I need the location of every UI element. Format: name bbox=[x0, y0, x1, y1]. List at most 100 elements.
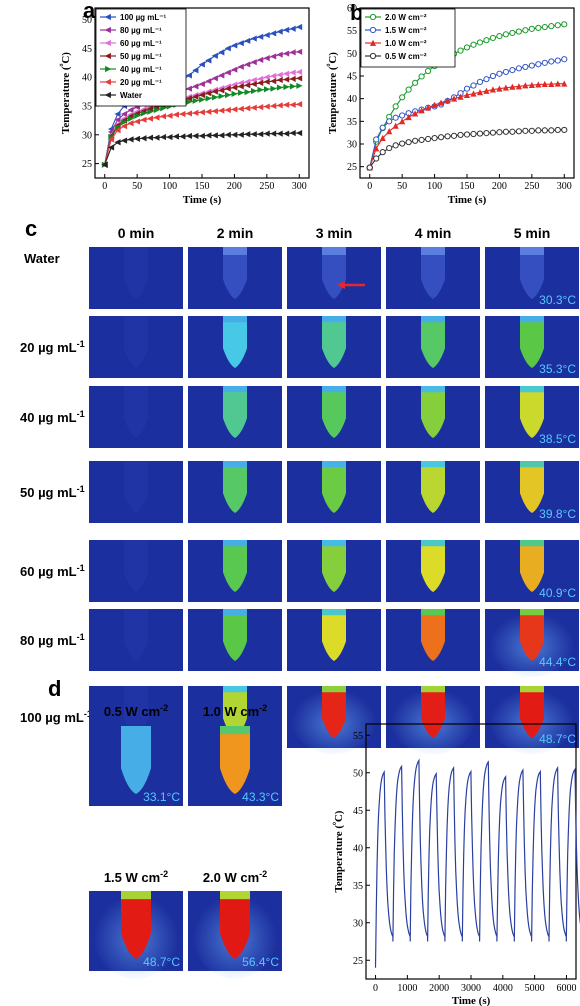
b-ytick-label-5: 50 bbox=[347, 49, 357, 60]
a-xtick-label-1: 50 bbox=[132, 181, 142, 192]
a-series-5-point-28 bbox=[283, 101, 290, 108]
a-series-1-point-26 bbox=[270, 53, 277, 60]
b-legend-marker-1 bbox=[369, 26, 377, 34]
a-series-4-point-16 bbox=[205, 95, 212, 102]
b-series-3-point-3 bbox=[386, 144, 393, 152]
a-series-5-point-20 bbox=[231, 106, 238, 113]
c-tile-r4-c4-temp-label: 40.9°C bbox=[539, 586, 576, 600]
row-label-1: 20 µg mL-1 bbox=[20, 339, 85, 355]
b-ytick-label-1: 30 bbox=[347, 140, 357, 151]
a-series-5-point-26 bbox=[270, 102, 277, 110]
c-tile-r5-c2-tube-top bbox=[322, 609, 346, 616]
a-series-1-point-15 bbox=[198, 80, 205, 88]
c-tile-r1-c4-temp-label: 35.3°C bbox=[539, 362, 576, 376]
a-series-4-point-20 bbox=[231, 90, 238, 97]
e-xtick-label-2: 2000 bbox=[429, 983, 449, 994]
b-series-3-point-11 bbox=[437, 134, 445, 141]
a-ytick-label-2: 35 bbox=[82, 101, 92, 112]
b-series-0-point-14 bbox=[457, 47, 464, 54]
b-series-1-point-25 bbox=[528, 62, 535, 69]
c-tile-r0-c4-tube-top bbox=[520, 247, 544, 255]
c-tile-r5-c1-tube bbox=[223, 609, 247, 661]
b-series-3-point-5 bbox=[399, 140, 406, 147]
b-legend-marker-3 bbox=[369, 52, 377, 60]
d-tile-3-tube-top bbox=[220, 891, 250, 900]
b-series-2-point-10 bbox=[431, 101, 438, 108]
b-xtick-label-3: 150 bbox=[460, 181, 475, 192]
b-ytick-label-3: 40 bbox=[347, 94, 357, 105]
c-tile-r3-c4-tube-top bbox=[520, 461, 544, 468]
a-series-1-point-14 bbox=[192, 83, 199, 90]
b-series-2-point-1 bbox=[373, 145, 380, 152]
a-series-5-point-11 bbox=[172, 111, 179, 118]
c-tile-r2-c4-temp-label: 38.5°C bbox=[539, 432, 576, 446]
a-series-4-point-5 bbox=[134, 112, 141, 119]
a-series-5-point-7 bbox=[146, 115, 154, 122]
a-ytick-label-5: 50 bbox=[82, 15, 92, 26]
b-series-3-point-6 bbox=[405, 139, 412, 146]
a-series-6-point-11 bbox=[172, 133, 179, 140]
c-tile-r4-c1-tube bbox=[223, 540, 247, 592]
a-series-0-point-25 bbox=[263, 31, 270, 39]
b-series-0-point-5 bbox=[399, 94, 406, 101]
chart-b-temperature-vs-power: 0 50 100 150 200 250 300 25 30 35 40 45 50 55 60 Time (… bbox=[326, 4, 575, 206]
a-series-5-point-21 bbox=[237, 105, 244, 112]
a-series-6-point-8 bbox=[153, 134, 160, 141]
a-series-5-point-24 bbox=[257, 104, 264, 111]
a-legend-box bbox=[95, 8, 187, 107]
column-label-3: 4 min bbox=[415, 225, 452, 241]
c-tile-r1-c4-tube bbox=[520, 316, 544, 368]
a-legend-label-5: 20 µg mL⁻¹ bbox=[120, 78, 162, 87]
c-tile-r2-c1-tube-top bbox=[223, 386, 247, 393]
a-series-4-point-27 bbox=[276, 84, 284, 91]
a-series-5-point-3 bbox=[120, 123, 128, 130]
a-series-6-point-26 bbox=[270, 130, 277, 137]
b-series-0-point-26 bbox=[535, 24, 542, 32]
b-series-1-point-19 bbox=[489, 72, 497, 80]
a-series-1-point-16 bbox=[205, 78, 212, 85]
a-xtick-label-3: 150 bbox=[195, 181, 210, 192]
b-xtick-label-0: 0 bbox=[367, 181, 372, 192]
c-tile-r1-c1-tube-top bbox=[223, 316, 247, 323]
b-series-2-point-5 bbox=[399, 118, 406, 125]
a-series-3-point-26 bbox=[270, 78, 277, 85]
a-series-6-point-0 bbox=[101, 161, 108, 168]
e-ytick-label-0: 25 bbox=[353, 956, 363, 967]
a-series-4-point-23 bbox=[250, 87, 258, 95]
b-series-1-point-15 bbox=[463, 85, 471, 92]
a-series-0-point-20 bbox=[231, 42, 238, 49]
b-series-1-point-18 bbox=[483, 76, 490, 83]
a-legend-label-3: 50 µg mL⁻¹ bbox=[120, 52, 162, 61]
b-series-0-point-27 bbox=[541, 23, 548, 31]
a-xtick-label-4: 200 bbox=[227, 181, 242, 192]
a-series-1-point-20 bbox=[231, 66, 238, 73]
a-series-1-point-19 bbox=[224, 69, 231, 76]
a-series-3-point-21 bbox=[237, 83, 244, 90]
d-tile-2-tube bbox=[121, 891, 151, 959]
a-series-6-point-14 bbox=[192, 132, 199, 140]
c-tile-r3-c1-tube-top bbox=[223, 461, 247, 468]
row-label-2: 40 µg mL-1 bbox=[20, 409, 85, 425]
c-tile-r1-c2-tube bbox=[322, 316, 346, 368]
a-ytick-label-0: 25 bbox=[82, 159, 92, 170]
a-series-4-point-24 bbox=[257, 86, 264, 93]
b-series-2-point-27 bbox=[541, 80, 548, 88]
b-series-2-point-29 bbox=[554, 80, 561, 87]
a-series-5-point-5 bbox=[133, 118, 141, 125]
b-series-0-point-29 bbox=[554, 22, 561, 29]
b-series-1-point-23 bbox=[515, 65, 522, 72]
c-tile-r6-c2-tube-top bbox=[322, 686, 346, 693]
a-series-1-point-30 bbox=[296, 48, 303, 55]
a-series-3-point-20 bbox=[231, 84, 238, 91]
c-tile-r3-c1-tube bbox=[223, 461, 247, 513]
b-series-3-point-15 bbox=[463, 131, 471, 138]
b-series-2-point-2 bbox=[379, 134, 386, 142]
a-series-5-point-14 bbox=[192, 109, 199, 116]
a-series-3-point-19 bbox=[224, 85, 231, 92]
a-legend-marker-2 bbox=[104, 39, 111, 47]
a-series-1-point-22 bbox=[244, 61, 251, 68]
b-series-3-point-13 bbox=[450, 132, 458, 139]
c-tile-r5-c4-tube-top bbox=[520, 609, 544, 616]
b-series-0-point-24 bbox=[522, 27, 529, 34]
a-series-5-point-23 bbox=[250, 104, 257, 111]
